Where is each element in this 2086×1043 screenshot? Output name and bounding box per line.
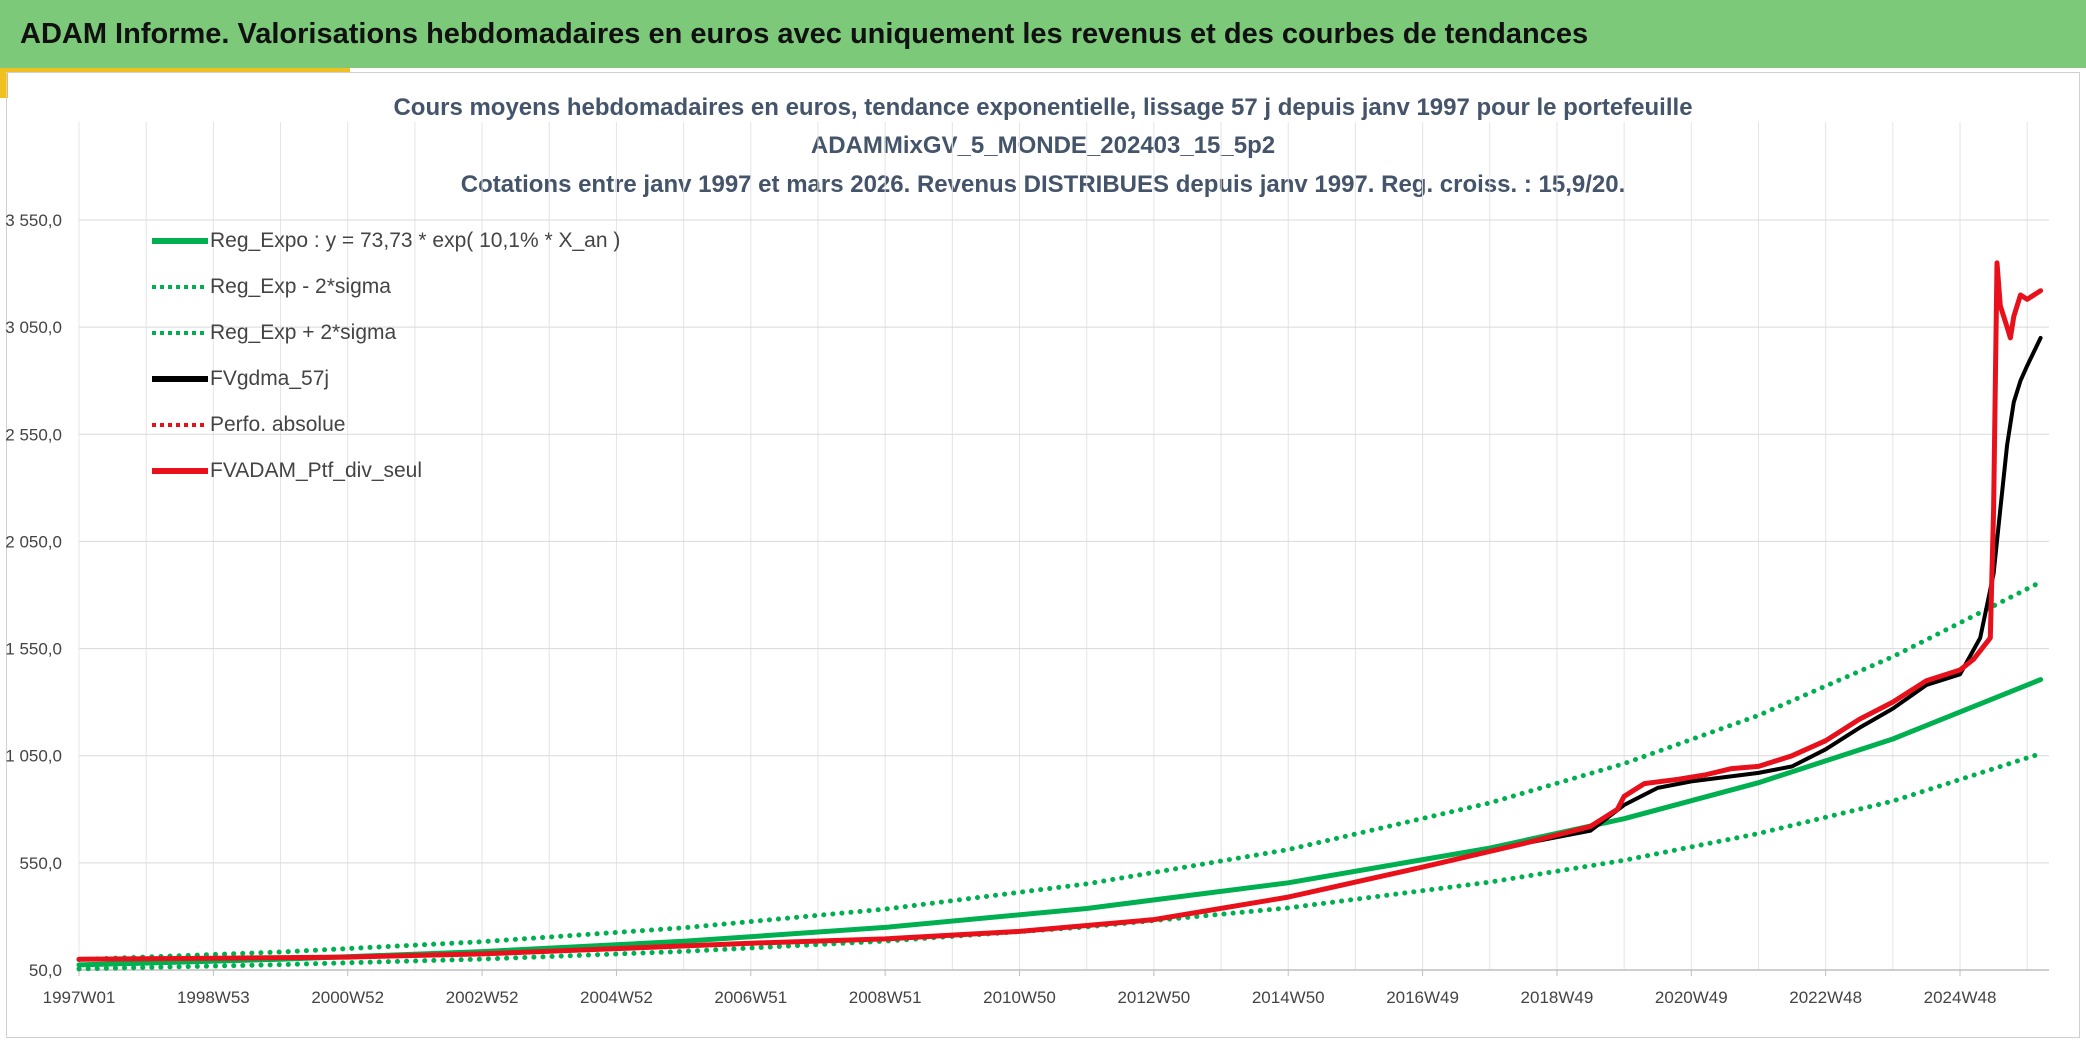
- chart-title-line-3: Cotations entre janv 1997 et mars 2026. …: [460, 171, 1626, 198]
- x-tick-label: 2002W52: [446, 988, 519, 1007]
- y-tick-label: 2 550,0: [5, 425, 62, 444]
- legend-item: Reg_Exp + 2*sigma: [152, 310, 620, 356]
- x-tick-label: 2024W48: [1924, 988, 1997, 1007]
- y-tick-label: 50,0: [29, 961, 62, 980]
- legend-item: Reg_Exp - 2*sigma: [152, 264, 620, 310]
- legend-label: FVgdma_57j: [210, 367, 330, 390]
- chart-title-line-2: ADAMMixGV_5_MONDE_202403_15_5p2: [810, 132, 1276, 159]
- legend-swatch: [152, 423, 208, 427]
- legend-label: Perfo. absolue: [210, 413, 346, 436]
- series-line-fvadam: [76, 260, 2044, 962]
- legend-item: FVgdma_57j: [152, 356, 620, 402]
- x-tick-label: 1998W53: [177, 988, 250, 1007]
- legend-label: Reg_Exp - 2*sigma: [210, 275, 391, 298]
- header-banner: ADAM Informe. Valorisations hebdomadaire…: [0, 0, 2086, 68]
- chart-title-line-1: Cours moyens hebdomadaires en euros, ten…: [393, 94, 1693, 121]
- x-tick-label: 2016W49: [1386, 988, 1459, 1007]
- y-tick-label: 1 550,0: [5, 640, 62, 659]
- legend-label: FVADAM_Ptf_div_seul: [210, 459, 423, 482]
- banner-title: ADAM Informe. Valorisations hebdomadaire…: [20, 17, 1589, 50]
- legend-swatch: [152, 468, 208, 474]
- accent-bar: [0, 68, 350, 73]
- y-tick-label: 3 550,0: [5, 211, 62, 230]
- legend-item: Perfo. absolue: [152, 402, 620, 448]
- x-tick-label: 2008W51: [849, 988, 922, 1007]
- legend-label: Reg_Expo : y = 73,73 * exp( 10,1% * X_an…: [210, 229, 621, 252]
- legend-swatch: [152, 285, 208, 289]
- legend-swatch: [152, 331, 208, 335]
- legend-swatch: [152, 238, 208, 244]
- y-tick-label: 3 050,0: [5, 318, 62, 337]
- legend-label: Reg_Exp + 2*sigma: [210, 321, 397, 344]
- x-tick-label: 2000W52: [311, 988, 384, 1007]
- y-tick-label: 2 050,0: [5, 532, 62, 551]
- x-tick-label: 2018W49: [1521, 988, 1594, 1007]
- accent-bar-left: [0, 68, 8, 98]
- x-tick-label: 2020W49: [1655, 988, 1728, 1007]
- x-tick-label: 2004W52: [580, 988, 653, 1007]
- x-tick-label: 2014W50: [1252, 988, 1325, 1007]
- legend-swatch: [152, 376, 208, 382]
- x-tick-label: 2010W50: [983, 988, 1056, 1007]
- y-tick-label: 1 050,0: [5, 747, 62, 766]
- chart-legend: Reg_Expo : y = 73,73 * exp( 10,1% * X_an…: [152, 218, 620, 494]
- x-tick-label: 2006W51: [714, 988, 787, 1007]
- series-line-reg-expo: [76, 677, 2044, 968]
- x-tick-label: 2022W48: [1789, 988, 1862, 1007]
- series-line-reg-exp-minus: [76, 751, 2044, 972]
- chart-frame: [6, 72, 2080, 1038]
- legend-item: Reg_Expo : y = 73,73 * exp( 10,1% * X_an…: [152, 218, 620, 264]
- x-tick-label: 2012W50: [1117, 988, 1190, 1007]
- y-tick-label: 550,0: [19, 854, 62, 873]
- legend-item: FVADAM_Ptf_div_seul: [152, 448, 620, 494]
- series-line-reg-exp-plus: [76, 579, 2044, 962]
- x-tick-label: 1997W01: [43, 988, 116, 1007]
